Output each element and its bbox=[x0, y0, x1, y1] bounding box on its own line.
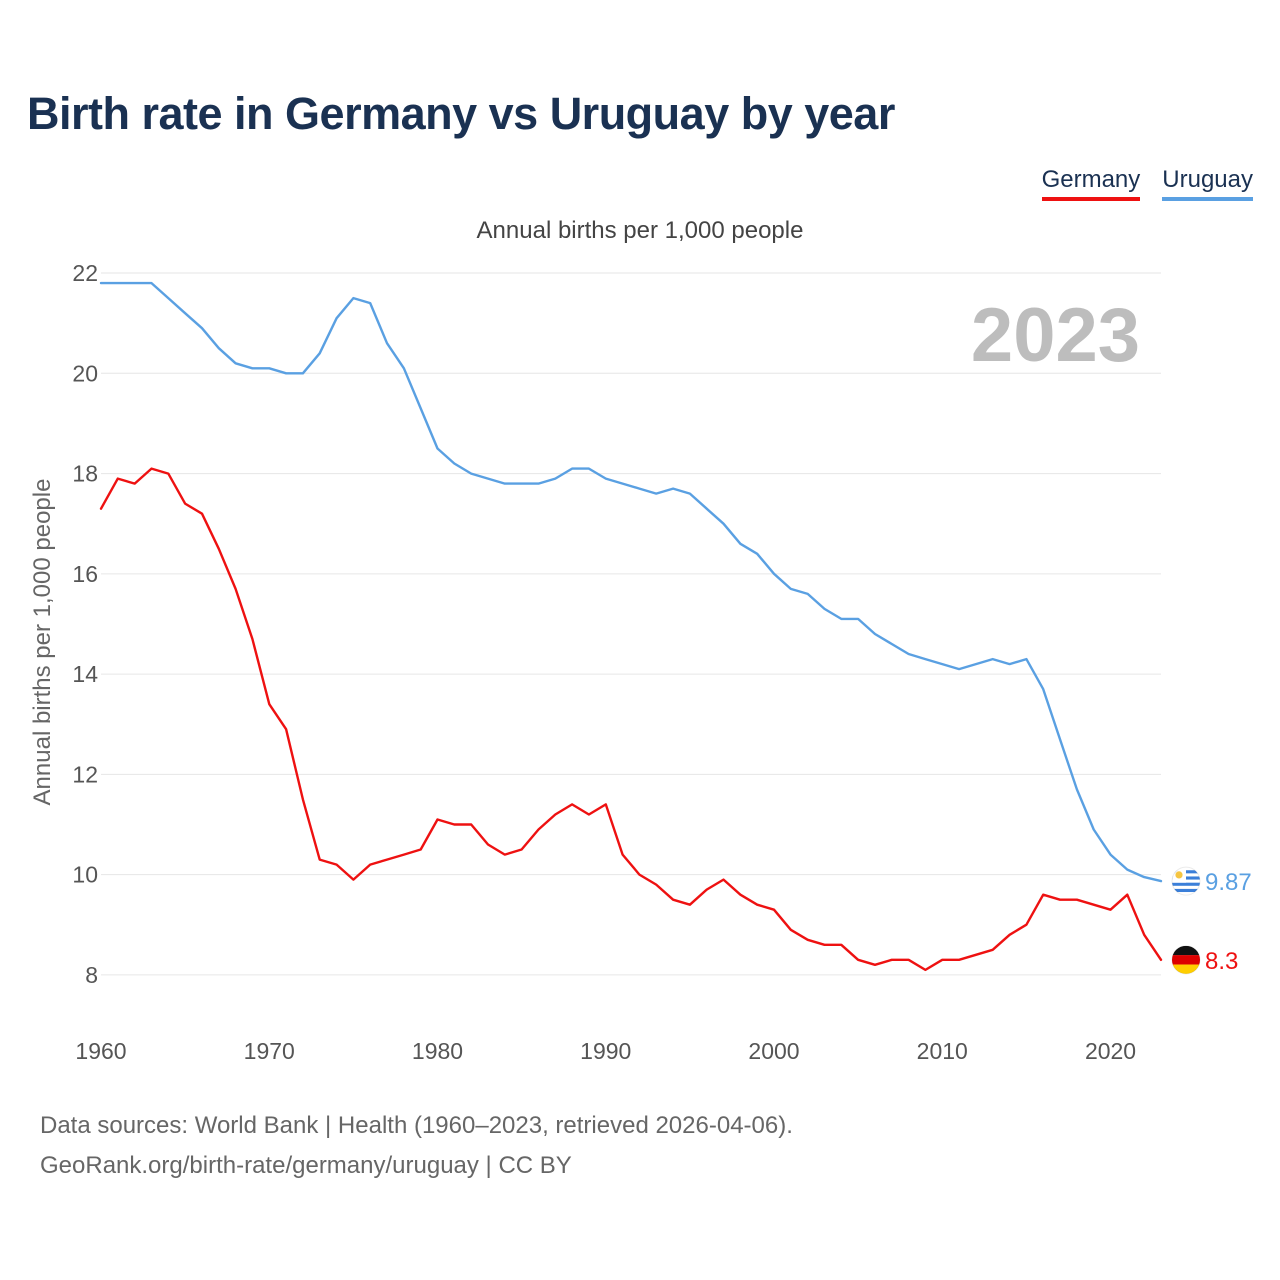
flag-stripe bbox=[1172, 964, 1200, 974]
x-tick-label: 1960 bbox=[75, 1038, 126, 1064]
y-tick-label: 22 bbox=[72, 260, 98, 286]
legend: Germany Uruguay bbox=[1041, 166, 1253, 201]
chart-title: Birth rate in Germany vs Uruguay by year bbox=[27, 88, 895, 139]
y-tick-label: 18 bbox=[72, 461, 98, 487]
y-tick-label: 8 bbox=[85, 962, 98, 988]
uruguay-flag-icon bbox=[1171, 866, 1201, 896]
uruguay-end-value-label: 9.87 bbox=[1205, 869, 1252, 896]
legend-item-uruguay[interactable]: Uruguay bbox=[1162, 166, 1253, 201]
chart-subtitle: Annual births per 1,000 people bbox=[476, 217, 804, 244]
data-source-text: Data sources: World Bank | Health (1960–… bbox=[40, 1112, 793, 1139]
source-url-text[interactable]: GeoRank.org/birth-rate/germany/uruguay |… bbox=[40, 1152, 572, 1179]
y-axis-label: Annual births per 1,000 people bbox=[29, 479, 56, 806]
flag-stripe bbox=[1172, 882, 1200, 886]
x-tick-label: 2020 bbox=[1085, 1038, 1136, 1064]
germany-end-value-label: 8.3 bbox=[1205, 948, 1238, 975]
germany-flag-icon bbox=[1171, 945, 1201, 975]
year-label: 2023 bbox=[971, 293, 1140, 378]
germany-series-line bbox=[99, 467, 1163, 972]
footer: Data sources: World Bank | Health (1960–… bbox=[40, 1106, 793, 1186]
x-tick-label: 1990 bbox=[580, 1038, 631, 1064]
legend-item-germany[interactable]: Germany bbox=[1041, 166, 1141, 201]
flag-stripe bbox=[1172, 945, 1200, 956]
flag-outline bbox=[1171, 866, 1201, 896]
x-tick-label: 1970 bbox=[244, 1038, 295, 1064]
x-tick-label: 2010 bbox=[917, 1038, 968, 1064]
flag-outline bbox=[1171, 945, 1201, 975]
germany-flag-fill bbox=[1172, 945, 1200, 974]
x-tick-label: 2000 bbox=[748, 1038, 799, 1064]
y-tick-label: 14 bbox=[72, 661, 98, 687]
y-tick-label: 10 bbox=[72, 862, 98, 888]
x-tick-label: 1980 bbox=[412, 1038, 463, 1064]
flag-sun bbox=[1175, 871, 1183, 879]
flag-stripe bbox=[1172, 888, 1200, 893]
uruguay-series-line bbox=[99, 281, 1163, 883]
flag-stripe bbox=[1172, 955, 1200, 965]
y-tick-label: 20 bbox=[72, 360, 98, 386]
y-tick-label: 12 bbox=[72, 761, 98, 787]
y-tick-label: 16 bbox=[72, 561, 98, 587]
